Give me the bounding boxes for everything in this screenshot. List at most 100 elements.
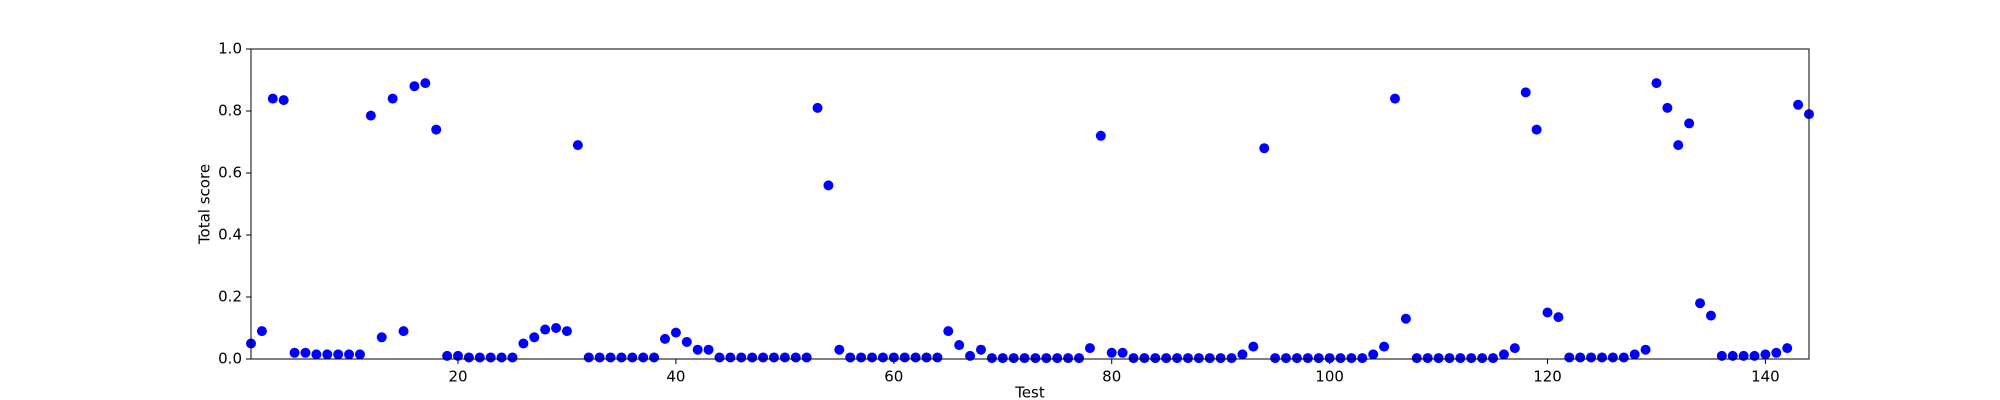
point [1270,353,1281,364]
point [1760,349,1771,360]
point [376,332,387,343]
point [823,180,834,191]
point [1095,130,1106,141]
point [714,352,725,363]
point [975,344,986,355]
point [1716,350,1727,361]
point [1063,353,1074,364]
point [1237,349,1248,360]
point [1193,353,1204,364]
point [605,352,616,363]
point [496,352,507,363]
point [1651,78,1662,89]
x-tick-label: 40 [666,368,685,386]
point [932,352,943,363]
point [801,352,812,363]
point [1084,343,1095,354]
point [1618,352,1629,363]
point [1466,353,1477,364]
x-tick-label: 120 [1533,368,1562,386]
point [1749,350,1760,361]
point [256,326,267,337]
point [954,340,965,351]
point [507,352,518,363]
point [1030,353,1041,364]
point [1291,353,1302,364]
point [670,327,681,338]
point [1161,353,1172,364]
point [1564,352,1575,363]
point [1596,352,1607,363]
point [453,350,464,361]
point [1662,102,1673,113]
point [986,353,997,364]
point [1335,353,1346,364]
point [1379,341,1390,352]
point [561,326,572,337]
point [1542,307,1553,318]
point [790,352,801,363]
point [660,333,671,344]
point [1052,353,1063,364]
point [583,352,594,363]
point [409,81,420,92]
point [1477,353,1488,364]
point [812,102,823,113]
point [442,350,453,361]
point [540,324,551,335]
point [1738,350,1749,361]
x-tick-label: 140 [1751,368,1780,386]
point [1782,343,1793,354]
y-tick-label: 1.0 [218,40,242,58]
point [1117,347,1128,358]
point [638,352,649,363]
point [1673,140,1684,151]
point [1324,353,1335,364]
y-axis-label: Total score [196,164,214,245]
point [1259,143,1270,154]
point [888,352,899,363]
point [1586,352,1597,363]
point [758,352,769,363]
point [1488,353,1499,364]
point [1695,298,1706,309]
point [768,352,779,363]
point [1226,353,1237,364]
x-tick-label: 20 [448,368,467,386]
point [289,347,300,358]
point [1204,353,1215,364]
point [1629,349,1640,360]
point [474,352,485,363]
point [322,349,333,360]
point [1357,353,1368,364]
point [1281,353,1292,364]
point [779,352,790,363]
y-tick-label: 0.4 [218,226,242,244]
point [1248,341,1259,352]
point [725,352,736,363]
point [649,352,660,363]
point [1302,353,1313,364]
point [1520,87,1531,98]
point [485,352,496,363]
point [965,350,976,361]
point [1727,350,1738,361]
point [420,78,431,89]
point [387,93,398,104]
point [1684,118,1695,129]
point [1771,347,1782,358]
point [1607,352,1618,363]
plot-frame [250,48,1810,360]
point [333,349,344,360]
point [311,349,322,360]
point [1444,353,1455,364]
point [845,352,856,363]
point [1640,344,1651,355]
point [1313,353,1324,364]
point [398,326,409,337]
point [1498,349,1509,360]
point [1553,312,1564,323]
point [594,352,605,363]
x-tick-label: 80 [1102,368,1121,386]
